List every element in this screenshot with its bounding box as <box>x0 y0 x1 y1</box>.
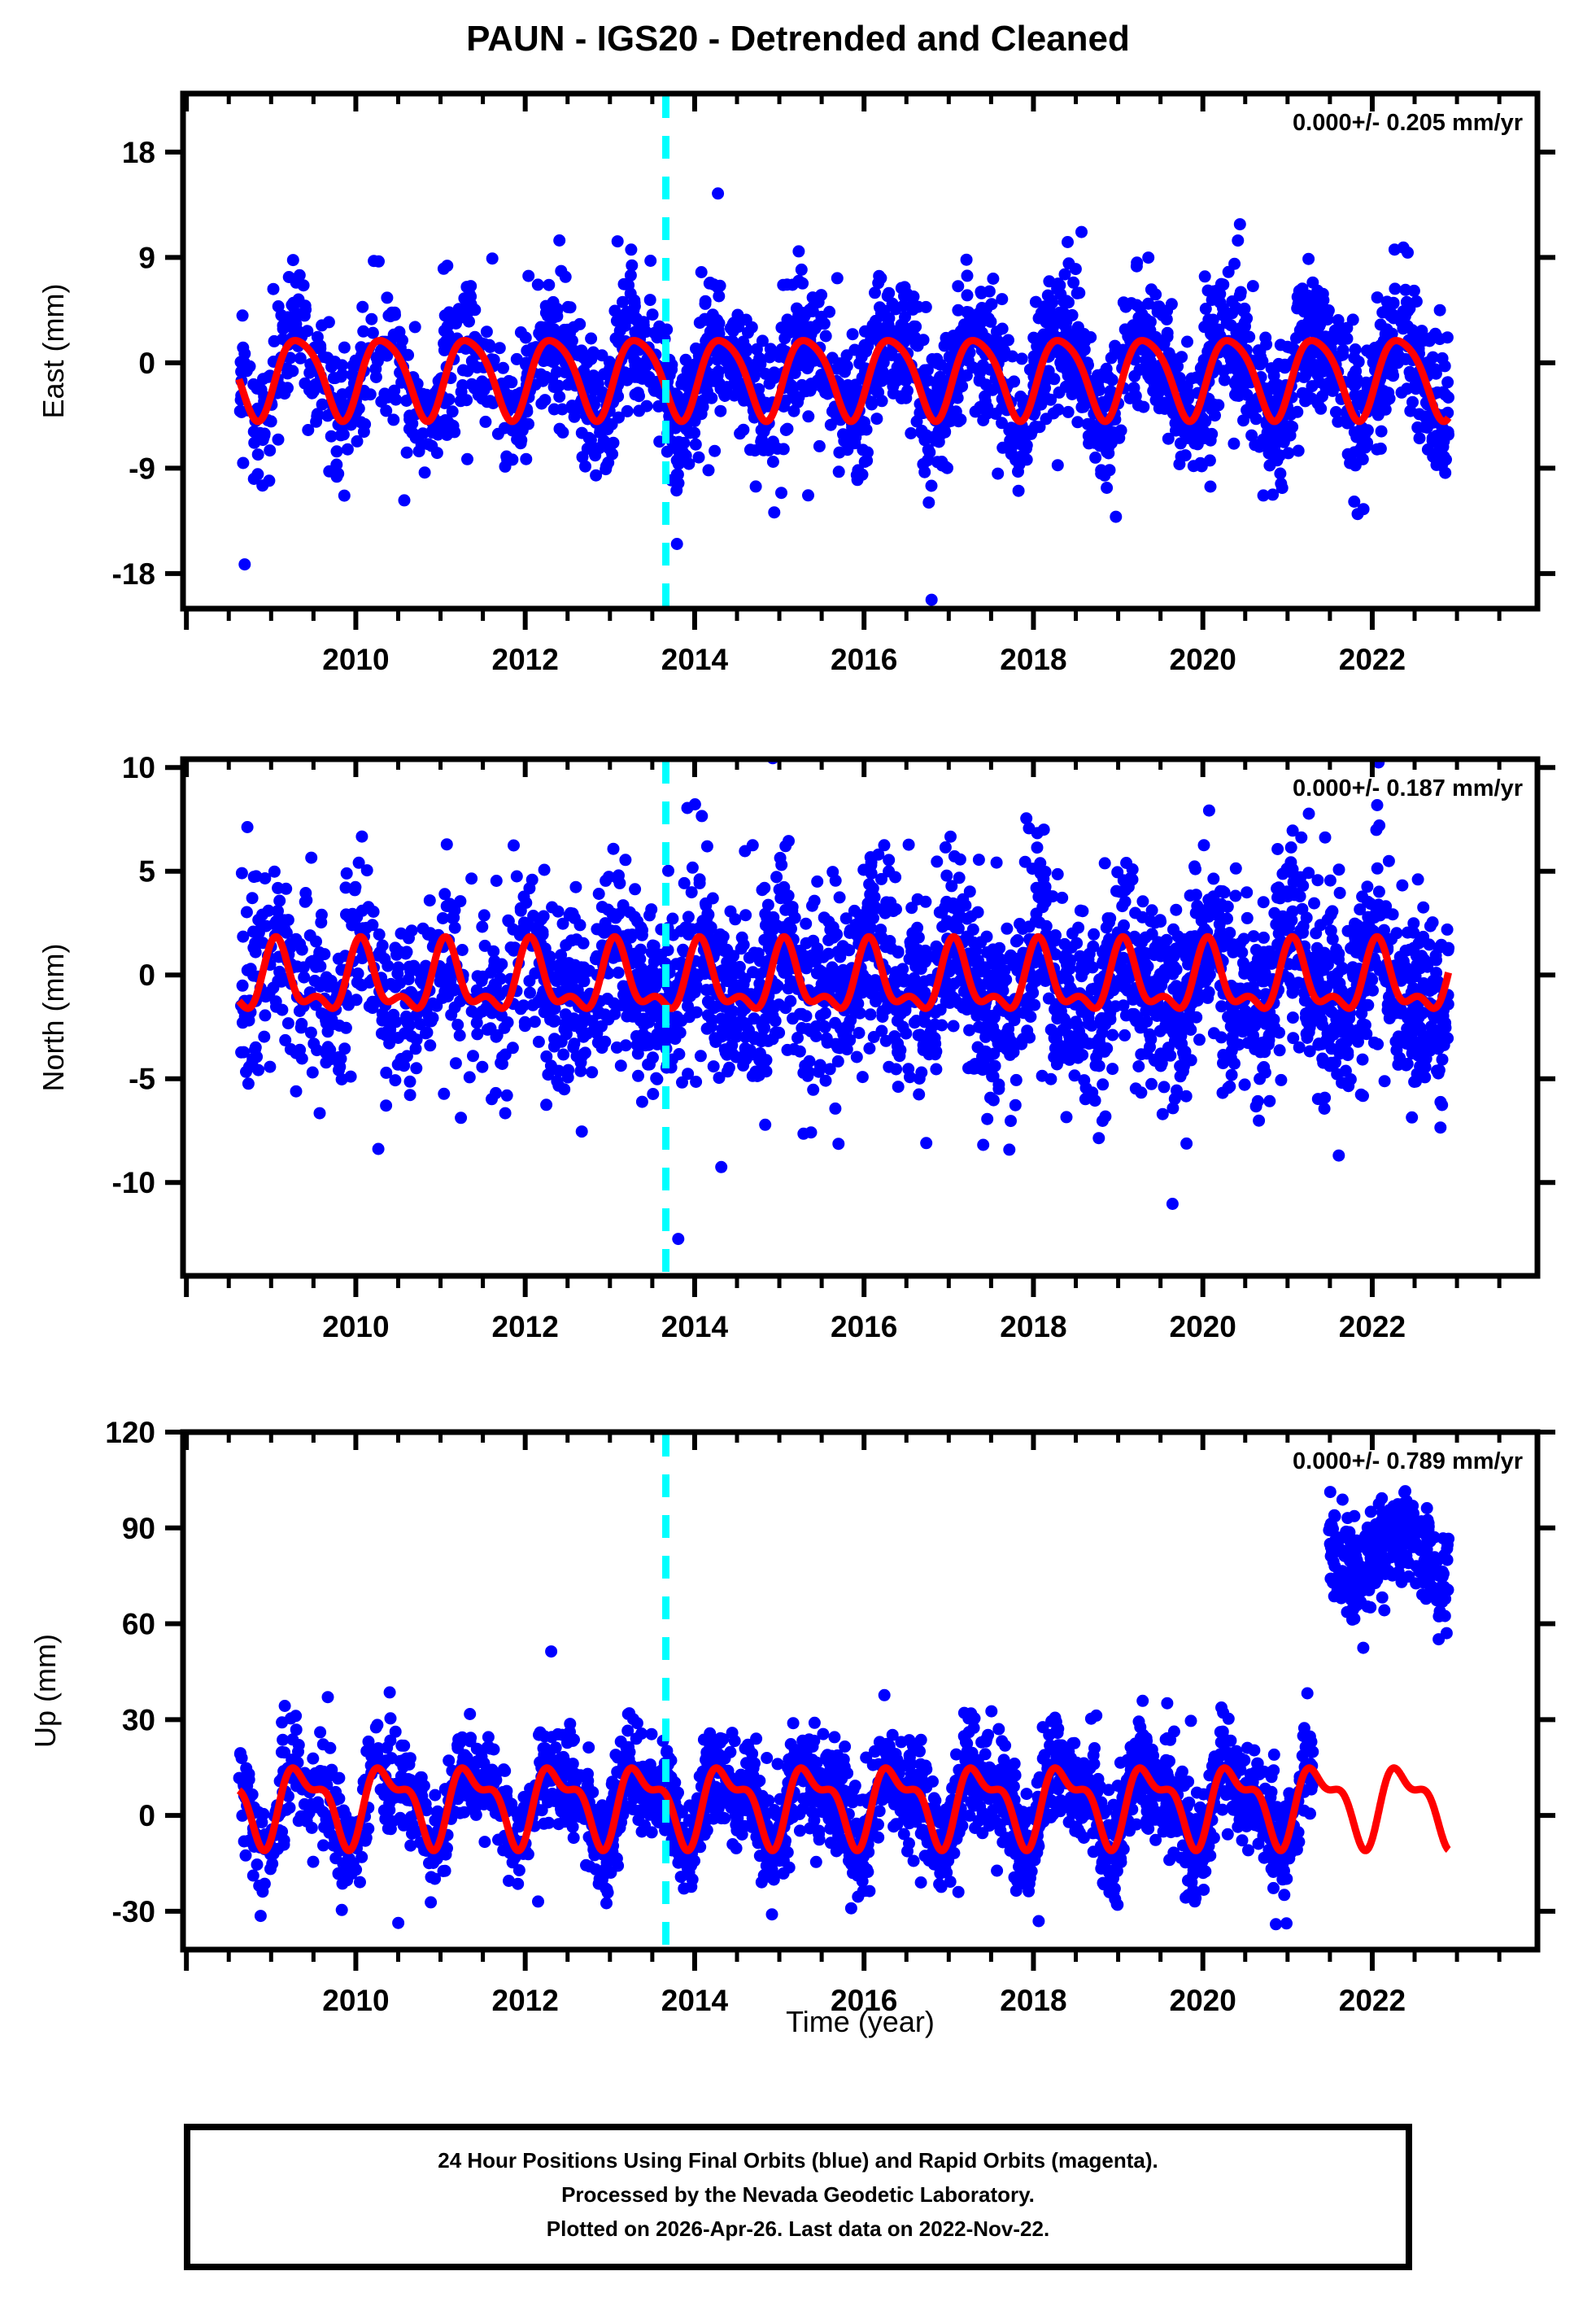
rate-annotation-north: 0.000+/- 0.187 mm/yr <box>1293 775 1523 801</box>
x-tick-label: 2016 <box>831 1310 897 1343</box>
seasonal-model-curve-east <box>235 337 1452 426</box>
scatter-marker-group <box>233 1485 1455 1931</box>
seasonal-model-curve-north <box>235 932 1453 1012</box>
chart-title-text: PAUN - IGS20 - Detrended and Cleaned <box>466 19 1130 59</box>
y-tick-label: 0 <box>138 1799 155 1832</box>
x-tick-label: 2022 <box>1339 1984 1406 2017</box>
chart-title: PAUN - IGS20 - Detrended and Cleaned <box>466 19 1130 59</box>
y-tick-label: 120 <box>105 1416 155 1449</box>
x-tick-label: 2016 <box>831 643 897 676</box>
y-tick-label: 10 <box>122 751 155 784</box>
rate-annotation-up: 0.000+/- 0.789 mm/yr <box>1293 1448 1523 1474</box>
x-tick-label: 2020 <box>1170 643 1236 676</box>
y-axis-north: 10 5 0 -5 -10 <box>112 751 1555 1199</box>
x-tick-label: 2022 <box>1339 643 1406 676</box>
x-tick-label: 2010 <box>322 643 389 676</box>
caption-border <box>184 2124 1412 2270</box>
y-tick-label: 18 <box>122 136 155 169</box>
y-tick-label: 90 <box>122 1512 155 1545</box>
y-tick-label: -18 <box>112 557 155 591</box>
x-tick-label: 2018 <box>1000 1984 1066 2017</box>
seasonal-model-curve-up <box>235 1764 1452 1854</box>
panel-east: East (mm) 0.000+/- 0.205 mm/yr <box>37 90 1541 612</box>
data-points-north <box>235 759 1455 1246</box>
x-tick-label: 2014 <box>661 643 729 676</box>
data-points-east <box>233 187 1455 606</box>
y-tick-label: 5 <box>138 855 155 889</box>
x-axis-up: 2010 2012 2014 2016 2018 2020 2022 <box>184 1432 1502 2017</box>
x-tick-label: 2010 <box>322 1984 389 2017</box>
scatter-marker-group <box>235 759 1455 1246</box>
y-axis-label-east: East (mm) <box>37 284 70 419</box>
panel-north: North (mm) 0.000+/- 0.187 mm/yr <box>37 756 1541 1279</box>
y-tick-label: -5 <box>129 1063 155 1096</box>
scatter-marker-group <box>233 187 1455 606</box>
plot-frame-north <box>180 756 1541 1279</box>
y-tick-label: 60 <box>122 1608 155 1641</box>
x-axis-label: Time (year) <box>786 2005 935 2038</box>
caption-line-2: Processed by the Nevada Geodetic Laborat… <box>561 2182 1035 2207</box>
y-axis-east: 18 9 0 -9 -18 <box>112 136 1555 591</box>
y-axis-label-north: North (mm) <box>37 944 70 1092</box>
x-tick-label: 2010 <box>322 1310 389 1343</box>
y-axis-up: 120 90 60 30 0 -30 <box>105 1416 1555 1928</box>
x-tick-label: 2016 <box>831 1984 897 2017</box>
y-tick-label: -10 <box>112 1166 155 1199</box>
y-tick-label: -30 <box>112 1895 155 1928</box>
plot-frame-up <box>180 1429 1541 1953</box>
x-axis-east: 2010 2012 2014 2016 2018 2020 2022 <box>184 94 1502 676</box>
x-tick-label: 2018 <box>1000 643 1066 676</box>
y-tick-label: -9 <box>129 452 155 485</box>
panel-up: Up (mm) 0.000+/- 0.789 mm/yr <box>28 1429 1541 1953</box>
data-points-up <box>233 1485 1455 1931</box>
y-tick-label: 9 <box>138 241 155 274</box>
rate-annotation-east: 0.000+/- 0.205 mm/yr <box>1293 110 1523 136</box>
x-tick-label: 2012 <box>492 1984 559 2017</box>
x-tick-label: 2014 <box>661 1984 729 2017</box>
x-axis-north: 2010 2012 2014 2016 2018 2020 2022 <box>184 759 1502 1343</box>
caption-line-3: Plotted on 2026-Apr-26. Last data on 202… <box>547 2216 1049 2241</box>
x-tick-label: 2012 <box>492 643 559 676</box>
y-tick-label: 0 <box>138 347 155 380</box>
caption-line-1: 24 Hour Positions Using Final Orbits (bl… <box>438 2148 1158 2173</box>
y-tick-label: 30 <box>122 1703 155 1736</box>
x-tick-label: 2014 <box>661 1310 729 1343</box>
plot-frame-east <box>180 90 1541 612</box>
x-tick-label: 2012 <box>492 1310 559 1343</box>
caption-box: 24 Hour Positions Using Final Orbits (bl… <box>184 2124 1412 2270</box>
x-tick-label: 2020 <box>1170 1310 1236 1343</box>
x-tick-label: 2020 <box>1170 1984 1236 2017</box>
x-tick-label: 2022 <box>1339 1310 1406 1343</box>
y-tick-label: 0 <box>138 959 155 992</box>
y-axis-label-up: Up (mm) <box>28 1634 62 1748</box>
x-tick-label: 2018 <box>1000 1310 1066 1343</box>
